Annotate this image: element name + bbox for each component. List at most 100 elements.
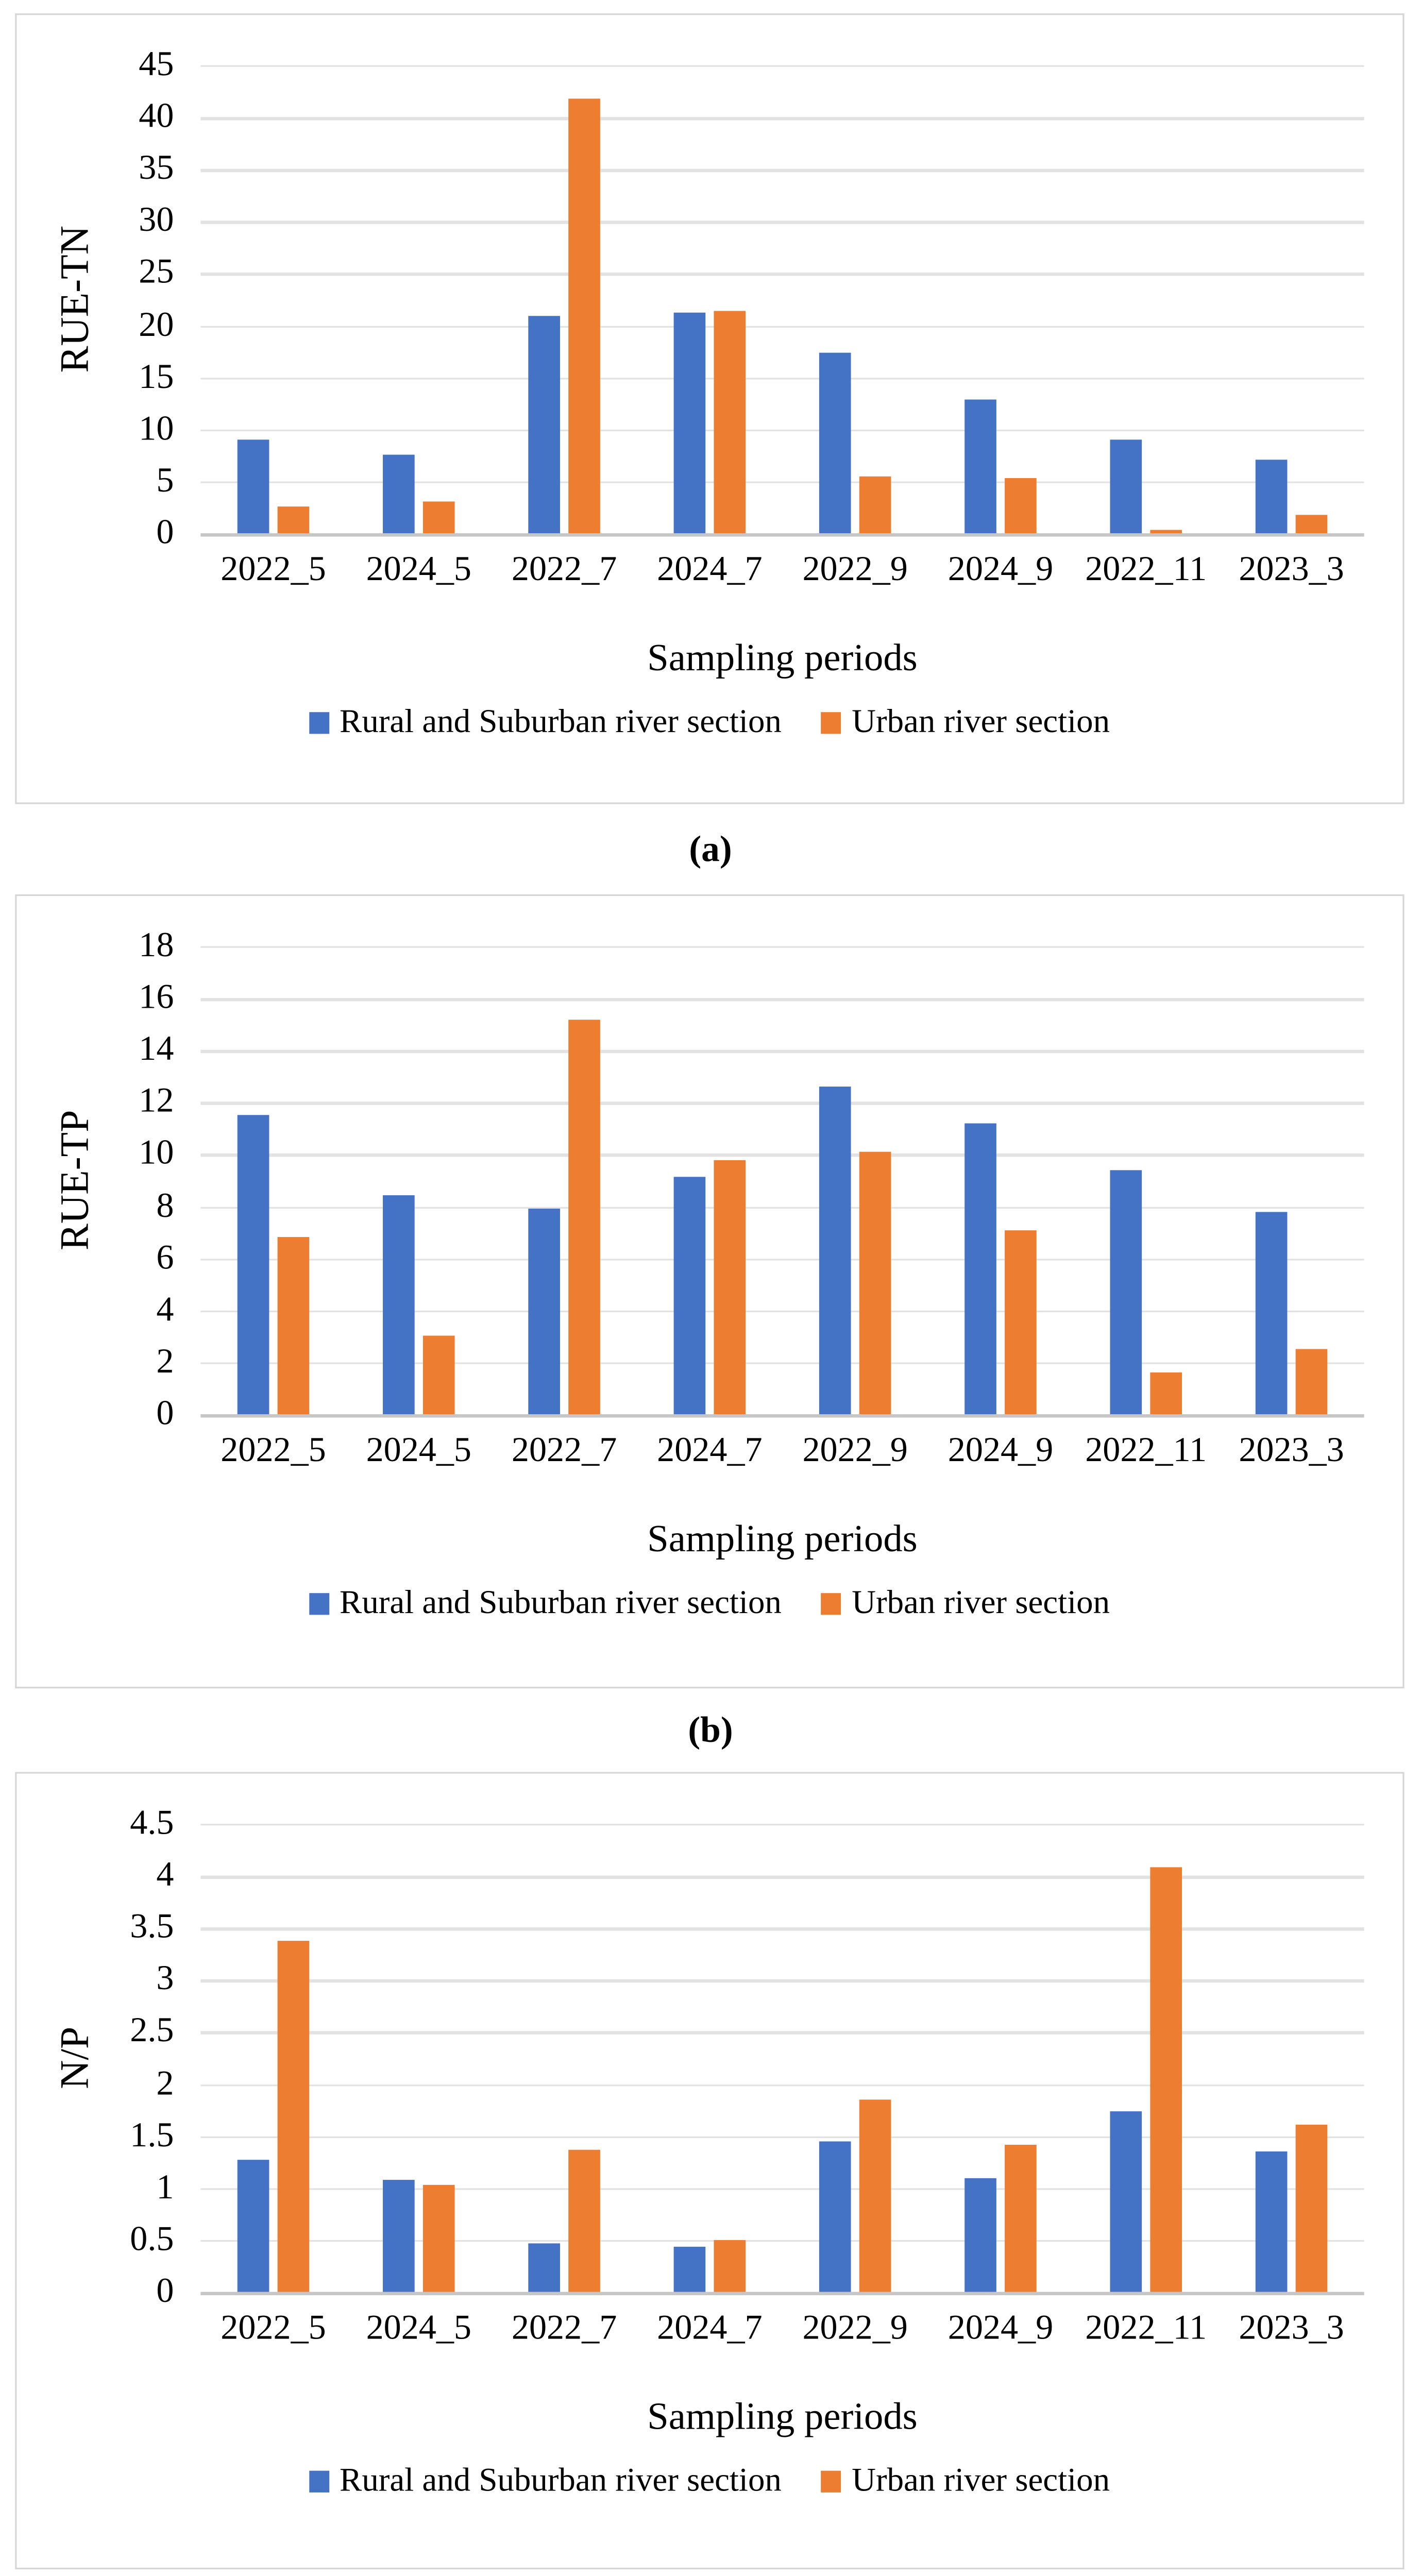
category-group-2022_9 (783, 1824, 928, 2292)
x-category-label-2022_9: 2022_9 (802, 1429, 908, 1470)
y-tick-label: 0.5 (130, 2218, 174, 2259)
bar-rural-2022_5 (237, 1115, 269, 1415)
x-axis-line (200, 1414, 1364, 1417)
legend-item-rural: Rural and Suburban river section (309, 2462, 782, 2501)
x-category-label-2024_5: 2024_5 (366, 1429, 472, 1470)
x-axis-category-labels: 2022_5 2024_5 2022_7 2024_7 2022_9 2024_9 2022… (200, 2307, 1364, 2350)
legend-label-urban: Urban river section (852, 2462, 1110, 2499)
y-gridline (200, 2083, 1364, 2087)
bar-urban-2024_5 (422, 502, 455, 534)
bar-urban-2023_3 (1295, 515, 1328, 534)
bar-urban-2024_9 (1005, 478, 1037, 534)
y-gridline (200, 2031, 1364, 2035)
y-gridline (200, 481, 1364, 484)
caption-b: (b) (688, 1708, 733, 1751)
bar-urban-2022_11 (1150, 1866, 1182, 2292)
bar-urban-2022_7 (568, 98, 600, 534)
x-category-label-2023_3: 2023_3 (1239, 1429, 1344, 1470)
category-group-2022_9 (783, 946, 928, 1415)
y-tick-label: 25 (139, 251, 174, 292)
legend-label-rural: Rural and Suburban river section (340, 2462, 782, 2499)
y-gridline (200, 169, 1364, 172)
bar-urban-2022_5 (277, 506, 310, 534)
chart-panel-a: RUE-TN 0 5 10 15 20 25 30 35 40 45 2022_5 2024_5 20… (15, 13, 1405, 804)
bar-rural-2023_3 (1255, 1211, 1288, 1415)
y-tick-label: 1.5 (130, 2114, 174, 2155)
y-tick-label: 45 (139, 43, 174, 84)
y-gridline (200, 2136, 1364, 2139)
x-category-label-2024_9: 2024_9 (948, 548, 1054, 589)
legend-label-rural: Rural and Suburban river section (340, 1584, 782, 1622)
y-gridline (200, 1823, 1364, 1826)
category-group-2024_9 (928, 1824, 1073, 2292)
category-group-2024_7 (637, 65, 782, 534)
y-tick-label: 2 (156, 1340, 174, 1381)
y-gridline (200, 1050, 1364, 1053)
y-tick-label: 2.5 (130, 2010, 174, 2050)
y-tick-label: 4 (156, 1854, 174, 1894)
bar-urban-2023_3 (1295, 1349, 1328, 1415)
x-axis-category-labels: 2022_5 2024_5 2022_7 2024_7 2022_9 2024_9 2022… (200, 548, 1364, 591)
y-gridline (200, 2188, 1364, 2191)
x-category-label-2022_11: 2022_11 (1085, 548, 1207, 589)
y-tick-label: 35 (139, 147, 174, 188)
bar-urban-2024_7 (714, 1159, 746, 1415)
bar-rural-2024_7 (673, 1177, 706, 1415)
bar-rural-2022_11 (1110, 2112, 1142, 2292)
x-category-label-2022_11: 2022_11 (1085, 2307, 1207, 2347)
y-gridline (200, 946, 1364, 949)
bar-urban-2022_11 (1150, 529, 1182, 534)
bar-rural-2022_11 (1110, 1170, 1142, 1415)
category-group-2022_7 (492, 946, 637, 1415)
bar-rural-2023_3 (1255, 459, 1288, 534)
rural-series-swatch (309, 1593, 330, 1615)
y-tick-label: 40 (139, 95, 174, 136)
bar-rural-2022_9 (819, 2141, 851, 2292)
x-axis-title: Sampling periods (647, 2395, 918, 2437)
legend: Rural and Suburban river section Urban r… (16, 704, 1402, 742)
bar-urban-2024_5 (422, 1336, 455, 1415)
category-group-2024_5 (346, 65, 492, 534)
bar-urban-2022_5 (277, 1941, 310, 2292)
plot-area (200, 65, 1364, 536)
category-group-2023_3 (1219, 65, 1364, 534)
category-group-2022_7 (492, 65, 637, 534)
legend-label-urban: Urban river section (852, 1584, 1110, 1622)
category-group-2024_5 (346, 1824, 492, 2292)
bar-urban-2022_7 (568, 2150, 600, 2292)
legend-item-urban: Urban river section (821, 2462, 1110, 2501)
y-tick-label: 16 (139, 976, 174, 1017)
bar-rural-2024_9 (965, 399, 996, 534)
x-axis-title: Sampling periods (647, 637, 918, 679)
x-category-label-2022_7: 2022_7 (511, 2307, 617, 2347)
y-gridline (200, 1154, 1364, 1157)
y-tick-label: 2 (156, 2062, 174, 2103)
y-gridline (200, 1875, 1364, 1878)
y-gridline (200, 1362, 1364, 1365)
y-tick-label: 5 (156, 459, 174, 500)
category-group-2024_9 (928, 946, 1073, 1415)
y-gridline (200, 1310, 1364, 1313)
x-axis-title: Sampling periods (647, 1518, 918, 1560)
category-group-2023_3 (1219, 1824, 1364, 2292)
rural-series-swatch (309, 712, 330, 734)
y-gridline (200, 1979, 1364, 1982)
legend-item-rural: Rural and Suburban river section (309, 1584, 782, 1623)
x-category-label-2024_5: 2024_5 (366, 548, 472, 589)
bar-urban-2024_7 (714, 2240, 746, 2292)
y-tick-label: 4 (156, 1288, 174, 1329)
bar-rural-2024_5 (383, 1196, 415, 1415)
bar-rural-2022_5 (237, 2160, 269, 2292)
y-tick-label: 0 (156, 511, 174, 552)
x-axis-line (200, 533, 1364, 536)
caption-a: (a) (689, 827, 732, 870)
y-tick-label: 20 (139, 303, 174, 344)
bar-urban-2023_3 (1295, 2125, 1328, 2292)
category-group-2022_11 (1073, 946, 1219, 1415)
x-category-label-2022_5: 2022_5 (221, 548, 326, 589)
y-gridline (200, 1102, 1364, 1105)
category-group-2022_5 (200, 65, 346, 534)
chart-panel-b: RUE-TP 0 2 4 6 8 10 12 14 16 18 2022_5 2024_5 2022_… (15, 894, 1405, 1689)
y-tick-label: 14 (139, 1028, 174, 1069)
y-tick-label: 10 (139, 1132, 174, 1173)
